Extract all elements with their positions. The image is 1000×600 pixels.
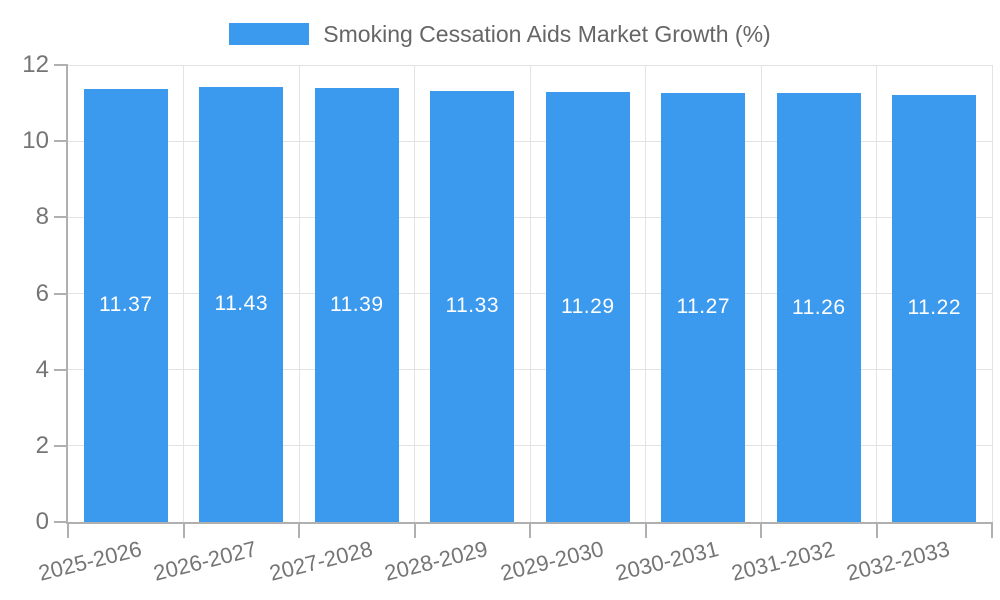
gridline-v <box>529 65 531 522</box>
x-tick-mark <box>760 522 762 538</box>
x-tick-mark <box>875 522 878 538</box>
gridline-v <box>414 65 415 522</box>
x-tick-mark <box>644 522 647 538</box>
gridline-v <box>183 65 184 522</box>
gridline-v <box>298 65 300 522</box>
y-tick-label: 2 <box>35 431 49 459</box>
bar: 11.39 <box>314 88 399 522</box>
y-tick-label: 12 <box>22 51 49 78</box>
gridline-v <box>991 65 993 522</box>
bar-value-label: 11.26 <box>792 295 846 319</box>
gridline-v <box>645 65 646 522</box>
bar-value-label: 11.39 <box>330 293 384 317</box>
y-axis-line <box>66 65 68 524</box>
y-tick-mark <box>54 292 68 295</box>
bar: 11.29 <box>545 92 630 522</box>
bar: 11.33 <box>430 90 515 522</box>
legend-label: Smoking Cessation Aids Market Growth (%) <box>323 21 771 47</box>
bar: 11.27 <box>661 92 746 522</box>
x-tick-mark <box>413 522 416 538</box>
legend-swatch <box>229 23 310 45</box>
bar-value-label: 11.29 <box>561 295 615 318</box>
bar-value-label: 11.33 <box>445 294 499 318</box>
y-tick-mark <box>54 368 68 371</box>
gridline-v <box>876 65 877 522</box>
y-tick-mark <box>54 521 68 523</box>
y-tick-label: 8 <box>35 203 49 231</box>
gridline-v <box>760 65 762 522</box>
y-tick-label: 4 <box>35 355 49 383</box>
bar: 11.22 <box>892 94 977 522</box>
x-axis-line <box>68 522 992 524</box>
y-tick-mark <box>54 64 68 66</box>
y-tick-mark <box>54 140 68 143</box>
x-tick-mark <box>67 522 69 538</box>
bar-value-label: 11.22 <box>907 296 961 320</box>
y-tick-label: 0 <box>35 508 49 535</box>
bar-value-label: 11.43 <box>214 292 268 316</box>
y-tick-mark <box>54 444 68 447</box>
x-tick-mark <box>529 522 531 538</box>
x-tick-mark <box>298 522 300 538</box>
bar: 11.26 <box>776 93 861 522</box>
legend[interactable]: Smoking Cessation Aids Market Growth (%) <box>0 21 1000 47</box>
x-tick-mark <box>991 522 993 538</box>
bar-value-label: 11.37 <box>99 293 153 317</box>
bar: 11.43 <box>199 86 284 522</box>
x-tick-mark <box>182 522 185 538</box>
bar: 11.37 <box>83 88 168 522</box>
bar-value-label: 11.27 <box>676 295 730 319</box>
y-tick-label: 10 <box>22 127 49 155</box>
y-tick-label: 6 <box>35 279 49 307</box>
y-tick-mark <box>54 216 68 219</box>
